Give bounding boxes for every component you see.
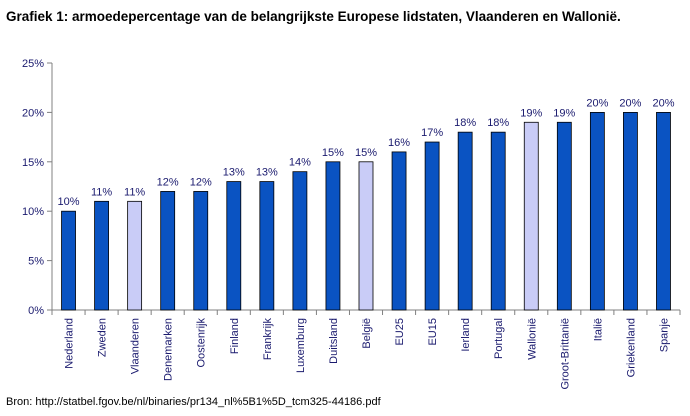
category-label: Wallonië (526, 318, 538, 360)
chart-title: Grafiek 1: armoedepercentage van de bela… (6, 9, 621, 24)
bar (358, 161, 374, 311)
y-tick-label: 20% (22, 107, 44, 119)
bar-chart: 0% 5% 10% 15% 20% 25% 10% 11% 11% 12% 12% 13% 13% 14… (22, 58, 681, 390)
y-tick-label: 15% (22, 157, 44, 169)
bars (61, 112, 671, 311)
bar (61, 210, 76, 311)
category-label: Luxemburg (295, 318, 307, 373)
category-label: Zweden (97, 318, 109, 357)
data-label: 16% (388, 137, 410, 149)
bar (391, 151, 407, 311)
y-axis-ticks: 0% 5% 10% 15% 20% 25% (22, 58, 52, 317)
bar (523, 121, 539, 311)
y-tick-label: 10% (22, 206, 44, 218)
bar (556, 121, 572, 311)
x-axis-labels: Nederland Zweden Vlaanderen Denemarken Ooste… (64, 318, 671, 390)
data-label: 14% (289, 157, 311, 169)
bar (127, 200, 143, 311)
data-label: 19% (520, 107, 542, 119)
category-label: Nederland (64, 318, 76, 369)
category-label: Denemarken (163, 318, 175, 381)
bar (325, 161, 341, 311)
data-label: 17% (421, 127, 443, 139)
bar (457, 131, 473, 311)
bar (259, 181, 275, 311)
data-label: 15% (355, 147, 377, 159)
y-tick-label: 5% (28, 256, 44, 268)
data-label: 11% (124, 186, 145, 198)
bar (193, 191, 209, 311)
category-label: Spanje (658, 318, 670, 352)
bar (589, 112, 605, 311)
bar (623, 112, 638, 311)
data-label: 13% (223, 167, 245, 179)
category-label: Groot-Brittanië (559, 318, 571, 390)
category-label: Oostenrijk (196, 318, 208, 368)
category-label: Duitsland (328, 318, 340, 364)
bar (292, 171, 308, 311)
category-label: EU15 (427, 318, 439, 346)
bar (424, 141, 440, 311)
data-labels: 10% 11% 11% 12% 12% 13% 13% 14% 15% 15% 16% 17% 18% 1… (58, 97, 675, 208)
data-label: 18% (487, 117, 509, 129)
bar (160, 191, 176, 311)
source-note: Bron: http://statbel.fgov.be/nl/binaries… (6, 396, 381, 408)
category-label: Ierland (460, 318, 472, 352)
y-tick-label: 25% (22, 58, 44, 70)
category-label: Vlaanderen (130, 318, 142, 374)
data-label: 19% (553, 107, 575, 119)
bar (656, 112, 671, 311)
data-label: 11% (91, 186, 112, 198)
data-label: 20% (619, 97, 641, 109)
category-label: Italië (592, 318, 604, 341)
data-label: 20% (652, 97, 674, 109)
category-label: Griekenland (625, 318, 637, 377)
data-label: 18% (454, 117, 476, 129)
category-label: Finland (229, 318, 241, 354)
data-label: 10% (58, 196, 80, 208)
category-label: EU25 (394, 318, 406, 346)
data-label: 12% (157, 176, 179, 188)
category-label: België (361, 318, 373, 349)
y-tick-label: 0% (28, 305, 44, 317)
data-label: 12% (190, 176, 212, 188)
bar (226, 181, 242, 311)
bar (490, 131, 506, 311)
bar (94, 200, 109, 311)
data-label: 20% (586, 97, 608, 109)
data-label: 13% (256, 167, 278, 179)
category-label: Portugal (493, 318, 505, 359)
category-label: Frankrijk (262, 318, 274, 361)
data-label: 15% (322, 147, 344, 159)
